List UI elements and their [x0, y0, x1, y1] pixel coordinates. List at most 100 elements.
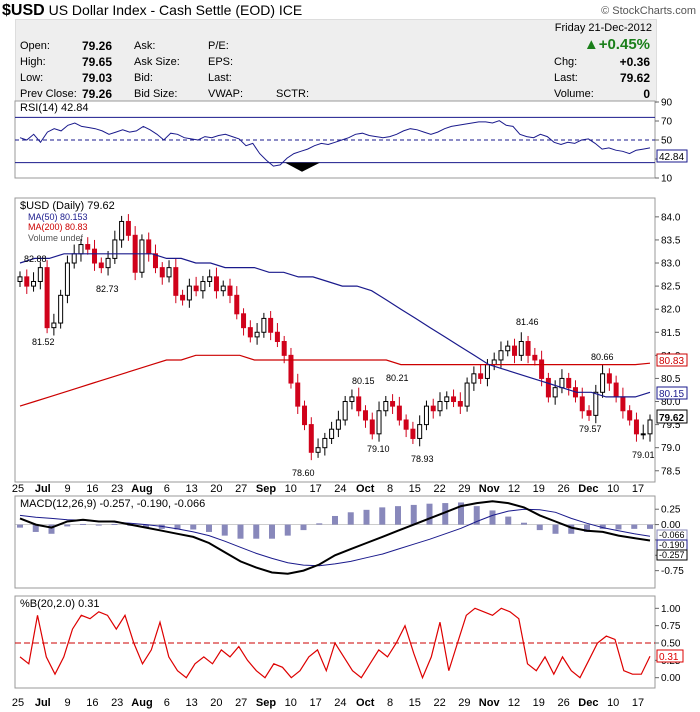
candle-body: [274, 331, 280, 342]
chg-value: +0.36: [619, 55, 650, 69]
price-tick-label: 84.0: [661, 212, 681, 223]
price-annotation: 82.73: [96, 284, 119, 294]
candle-body: [302, 405, 308, 426]
candle-body: [491, 359, 497, 366]
vwap-label: VWAP:: [208, 88, 244, 100]
watermark: © StockCharts.com: [601, 5, 696, 17]
ma200-price-value: 80.83: [659, 356, 684, 367]
high-label: High:: [20, 56, 46, 68]
macd-hist-bar: [253, 524, 260, 539]
price-tick-label: 80.0: [661, 397, 681, 408]
x-tick-label: 16: [86, 697, 98, 709]
candle-body: [518, 341, 524, 356]
x-tick-label: 27: [235, 483, 247, 495]
candle-body: [261, 317, 267, 333]
pctb-last-label: 0.31: [656, 649, 684, 663]
macd-hist-bar: [190, 524, 197, 530]
rsi-last-label: 42.84: [656, 149, 688, 163]
candle-body: [200, 280, 206, 292]
macd-hist-bar: [95, 524, 102, 526]
x-tick-label: 12: [508, 483, 520, 495]
symbol: $USD: [2, 2, 45, 19]
candle-body: [146, 239, 152, 255]
rsi-tick-label: 70: [661, 117, 673, 128]
candle-body: [268, 317, 274, 333]
moving-averages: [19, 253, 651, 407]
pctb-tick-label: 0.50: [661, 639, 681, 650]
candle-body: [254, 331, 260, 338]
rsi-tick-label: 10: [661, 174, 673, 185]
macd-hist-bar: [221, 524, 228, 536]
candle-body: [478, 373, 484, 379]
macd-hist-bar: [568, 524, 575, 534]
pe-label: P/E:: [208, 40, 229, 52]
x-tick-label: Sep: [256, 483, 276, 495]
rsi-series: [15, 116, 655, 172]
candle-body: [410, 428, 416, 439]
candle-body: [288, 354, 294, 384]
candle-body: [620, 396, 626, 412]
candle-body: [234, 294, 240, 315]
candle-body: [85, 244, 91, 250]
price-panel: [14, 197, 656, 483]
x-tick-label: Sep: [256, 697, 276, 709]
ask-size-label: Ask Size:: [134, 56, 180, 68]
candle-body: [552, 387, 558, 398]
candle-body: [173, 267, 179, 296]
pctb-tick-label: 0.75: [661, 621, 681, 632]
x-tick-label: 8: [387, 697, 393, 709]
ma200-legend: MA(200) 80.83: [28, 222, 88, 232]
macd-hist-bar: [363, 509, 370, 525]
candle-body: [484, 364, 490, 379]
low-label: Low:: [20, 72, 44, 84]
candle-body: [37, 267, 43, 282]
candle-body: [396, 405, 402, 421]
volume-value: 0: [643, 87, 650, 101]
candle-body: [532, 354, 538, 361]
x-tick-label: 20: [210, 483, 222, 495]
price-title: $USD (Daily) 79.62: [20, 200, 115, 212]
price-annotations: 82.88 82.73 81.52 78.60 80.15 79.10 80.21 78.93…: [24, 254, 655, 478]
macd-lines: [19, 500, 651, 575]
macd-hist-bar: [473, 506, 480, 525]
macd-hist-bar: [143, 524, 149, 528]
macd-hist-bar: [332, 515, 338, 525]
x-tick-label: 16: [86, 483, 98, 495]
x-tick-label: 15: [409, 483, 421, 495]
macd-hist-bar: [442, 503, 449, 525]
candle-body: [505, 345, 511, 352]
chg-label: Chg:: [554, 56, 578, 68]
x-tick-label: 24: [334, 483, 346, 495]
macd-hist-bar: [536, 524, 543, 531]
candle-body: [31, 280, 37, 287]
x-tick-label: 10: [607, 483, 619, 495]
instrument-name: US Dollar Index - Cash Settle (EOD): [48, 2, 275, 18]
candle-body: [545, 377, 551, 398]
x-axis: 25 Jul 9 16 23 Aug 6 13 20 27 Sep 10 17 24 Oct 8 15 22 29 N…: [12, 483, 644, 495]
macd-hist-bar: [206, 524, 212, 532]
x-tick-label: Dec: [578, 483, 598, 495]
rsi-tick-label: 90: [661, 98, 673, 109]
price-annotation: 79.10: [367, 444, 390, 454]
candle-body: [593, 391, 599, 416]
macd-hist-bar: [17, 524, 23, 528]
candle-body: [51, 322, 57, 329]
price-annotation: 82.88: [24, 254, 47, 264]
candle-body: [627, 410, 633, 421]
last-price-value: 79.62: [659, 413, 684, 424]
macd-hist-bar: [316, 523, 323, 525]
candle-body: [71, 253, 77, 264]
candle-body: [241, 313, 247, 329]
prev-close-label: Prev Close:: [20, 88, 77, 100]
macd-hist-bar: [80, 523, 86, 525]
x-axis-bottom: 25 Jul 9 16 23 Aug 6 13 20 27 Sep 10 17 24 Oct 8 15 22 29 N…: [12, 697, 644, 709]
macd-price-labels: -0.066 -0.190 -0.257: [656, 529, 688, 561]
macd-histogram: [17, 502, 653, 539]
pctb-tick-label: 1.00: [661, 604, 681, 615]
x-tick-label: 6: [164, 697, 170, 709]
candle-body: [390, 401, 396, 407]
pctb-tick-label: 0.00: [661, 673, 681, 684]
pct-change: ▲+0.45%: [584, 36, 650, 53]
x-tick-label: 29: [458, 483, 470, 495]
